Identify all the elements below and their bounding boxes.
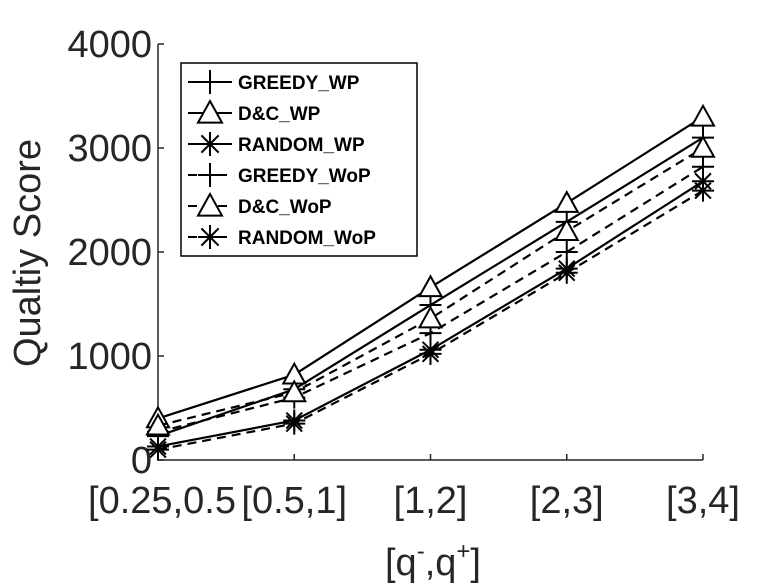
legend-item-d-c-wop: D&C_WoP bbox=[188, 191, 332, 218]
legend-item-random-wop: RANDOM_WoP bbox=[188, 225, 376, 249]
y-tick-label: 4000 bbox=[67, 24, 152, 66]
legend-marker bbox=[198, 163, 222, 187]
data-point-random-wop bbox=[419, 342, 442, 365]
axes: 0 1000 2000 3000 4000 [0.25,0.5 [0.5,1] [1,2] [2… bbox=[67, 24, 740, 522]
data-point-d-c-wop bbox=[554, 218, 580, 241]
data-point-d-c-wp bbox=[690, 103, 716, 127]
x-axis-title-plus: + bbox=[456, 538, 470, 565]
series-d-c-wop bbox=[145, 134, 716, 436]
legend-box bbox=[180, 62, 418, 257]
y-tick-label: 2000 bbox=[67, 232, 152, 274]
y-tick-label: 3000 bbox=[67, 128, 152, 170]
series-line-d-c-wop bbox=[157, 147, 704, 427]
data-point-random-wop bbox=[147, 438, 169, 461]
data-point-d-c-wp bbox=[554, 190, 580, 213]
legend-marker bbox=[198, 70, 222, 94]
x-tick-label: [0.25,0.5 bbox=[88, 480, 236, 522]
x-tick-label: [2,3] bbox=[530, 480, 604, 522]
series-d-c-wp bbox=[145, 103, 716, 429]
data-point-random-wop bbox=[555, 261, 578, 284]
legend-marker bbox=[196, 98, 224, 124]
series-layer bbox=[145, 103, 716, 461]
legend-label: D&C_WoP bbox=[238, 197, 332, 218]
y-tick-label: 0 bbox=[131, 440, 152, 482]
data-point-d-c-wop bbox=[281, 379, 307, 403]
x-axis-title-comma: ,q bbox=[425, 542, 457, 584]
data-point-d-c-wop bbox=[417, 305, 444, 329]
legend-label: GREEDY_WoP bbox=[238, 166, 371, 187]
data-point-random-wop bbox=[692, 179, 714, 202]
x-tick-label: [3,4] bbox=[666, 480, 740, 522]
series-random-wop bbox=[147, 179, 714, 461]
legend-item-d-c-wp: D&C_WP bbox=[188, 98, 321, 125]
data-point-d-c-wop bbox=[690, 134, 716, 158]
data-point-greedy-wop bbox=[555, 241, 578, 263]
x-axis-title-close: ] bbox=[470, 542, 481, 584]
x-tick-label: [0.5,1] bbox=[241, 480, 347, 522]
legend-marker bbox=[196, 191, 224, 217]
y-tick-label: 1000 bbox=[67, 336, 152, 378]
data-point-d-c-wp bbox=[417, 274, 444, 298]
x-tick-label: [1,2] bbox=[394, 480, 468, 522]
y-axis-title: Qualtiy Score bbox=[7, 139, 49, 367]
legend-label: RANDOM_WoP bbox=[238, 228, 376, 249]
legend-marker bbox=[198, 225, 222, 249]
legend-label: D&C_WP bbox=[238, 104, 321, 125]
legend-item-random-wp: RANDOM_WP bbox=[188, 132, 365, 156]
data-point-d-c-wop bbox=[145, 412, 171, 436]
x-axis-title-minus: - bbox=[417, 538, 425, 565]
legend-marker bbox=[198, 132, 222, 156]
x-axis-title-open: [q bbox=[385, 542, 417, 584]
legend-item-greedy-wp: GREEDY_WP bbox=[188, 70, 360, 94]
legend-label: GREEDY_WP bbox=[238, 73, 360, 94]
data-point-greedy-wop bbox=[692, 155, 714, 178]
legend-item-greedy-wop: GREEDY_WoP bbox=[188, 163, 371, 187]
legend: GREEDY_WP D&C_WP RANDOM_WP GREEDY_WoP D&C_Wo… bbox=[180, 62, 418, 257]
legend-label: RANDOM_WP bbox=[238, 135, 365, 156]
x-axis-title: [q-,q+] bbox=[385, 538, 481, 584]
data-point-random-wop bbox=[283, 412, 306, 435]
